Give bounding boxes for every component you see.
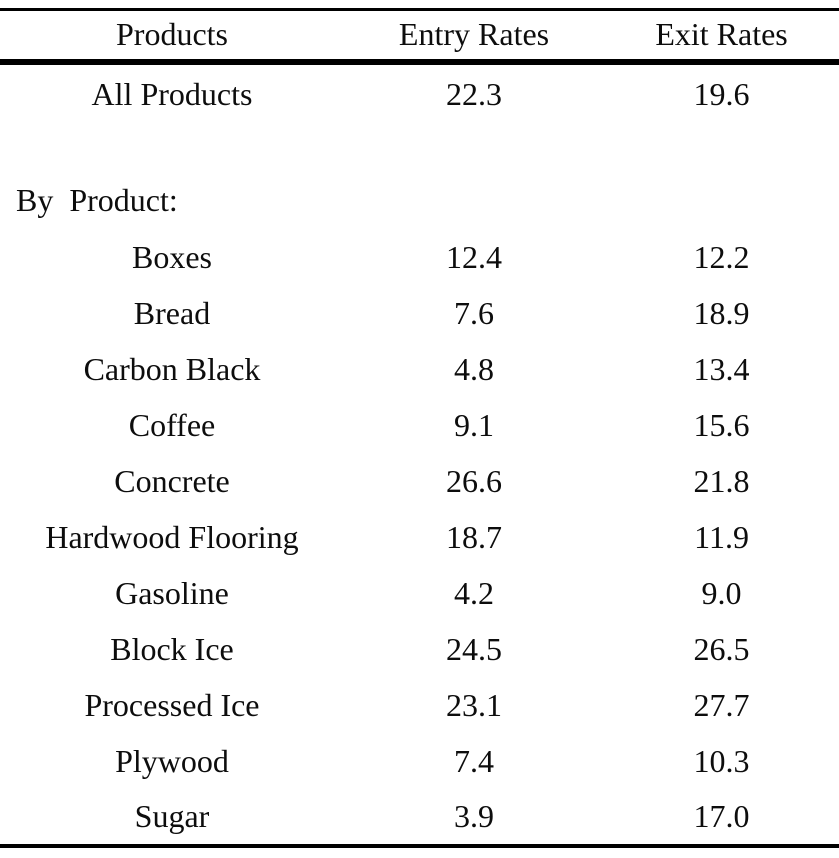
entry-rate-cell: 3.9 <box>454 798 495 834</box>
entry-rate-cell: 24.5 <box>446 631 503 667</box>
exit-rate-cell: 19.6 <box>693 75 750 112</box>
product-cell: Hardwood Flooring <box>45 519 299 555</box>
exit-rate-cell: 15.6 <box>693 407 750 443</box>
table-row-plywood: Plywood 7.4 10.3 <box>0 734 839 790</box>
product-cell: Plywood <box>115 743 229 779</box>
product-cell: Sugar <box>134 798 210 834</box>
table-row-carbon-black: Carbon Black 4.8 13.4 <box>0 342 839 398</box>
exit-rate-cell: 27.7 <box>693 687 750 723</box>
product-cell: Block Ice <box>110 631 234 667</box>
header-row: Products Entry Rates Exit Rates <box>0 10 839 62</box>
column-header-products: Products <box>115 16 228 53</box>
table-row-sugar: Sugar 3.9 17.0 <box>0 790 839 846</box>
exit-rate-cell: 10.3 <box>693 743 750 779</box>
entry-rate-cell: 4.2 <box>454 575 495 611</box>
table-row-concrete: Concrete 26.6 21.8 <box>0 454 839 510</box>
entry-rate-cell: 22.3 <box>446 75 503 112</box>
table-row-hardwood-flooring: Hardwood Flooring 18.7 11.9 <box>0 510 839 566</box>
entry-rate-cell: 23.1 <box>446 687 503 723</box>
spacer-row <box>0 124 839 172</box>
entry-rate-cell: 7.4 <box>454 743 495 779</box>
exit-rate-cell: 13.4 <box>693 351 750 387</box>
table-row-boxes: Boxes 12.4 12.2 <box>0 230 839 286</box>
product-cell: Processed Ice <box>84 687 260 723</box>
entry-rate-cell: 7.6 <box>454 295 495 331</box>
exit-rate-cell: 9.0 <box>701 575 742 611</box>
table-row-block-ice: Block Ice 24.5 26.5 <box>0 622 839 678</box>
product-cell: Coffee <box>128 407 216 443</box>
section-label: By Product: <box>16 182 178 218</box>
entry-rate-cell: 9.1 <box>454 407 495 443</box>
entry-rate-cell: 4.8 <box>454 351 495 387</box>
product-cell: Gasoline <box>115 575 229 611</box>
table-row-bread: Bread 7.6 18.9 <box>0 286 839 342</box>
column-header-entry-rates: Entry Rates <box>398 16 550 53</box>
section-row-by-product: By Product: <box>0 172 839 230</box>
table-row-gasoline: Gasoline 4.2 9.0 <box>0 566 839 622</box>
table-row-all-products: All Products 22.3 19.6 <box>0 62 839 124</box>
product-cell: Boxes <box>131 239 212 275</box>
exit-rate-cell: 17.0 <box>693 798 750 834</box>
table-row-coffee: Coffee 9.1 15.6 <box>0 398 839 454</box>
product-cell: Bread <box>133 295 211 331</box>
product-cell: Carbon Black <box>83 351 261 387</box>
product-cell: All Products <box>91 75 253 112</box>
exit-rate-cell: 21.8 <box>693 463 750 499</box>
entry-rate-cell: 26.6 <box>446 463 503 499</box>
exit-rate-cell: 26.5 <box>693 631 750 667</box>
spacer-cell <box>0 124 839 172</box>
entry-rate-cell: 18.7 <box>446 519 503 555</box>
column-header-exit-rates: Exit Rates <box>655 16 788 53</box>
entry-exit-rates-table: Products Entry Rates Exit Rates All Prod… <box>0 8 839 848</box>
table-row-processed-ice: Processed Ice 23.1 27.7 <box>0 678 839 734</box>
entry-rate-cell: 12.4 <box>446 239 503 275</box>
exit-rate-cell: 18.9 <box>693 295 750 331</box>
exit-rate-cell: 11.9 <box>694 519 749 555</box>
product-cell: Concrete <box>114 463 230 499</box>
exit-rate-cell: 12.2 <box>693 239 750 275</box>
